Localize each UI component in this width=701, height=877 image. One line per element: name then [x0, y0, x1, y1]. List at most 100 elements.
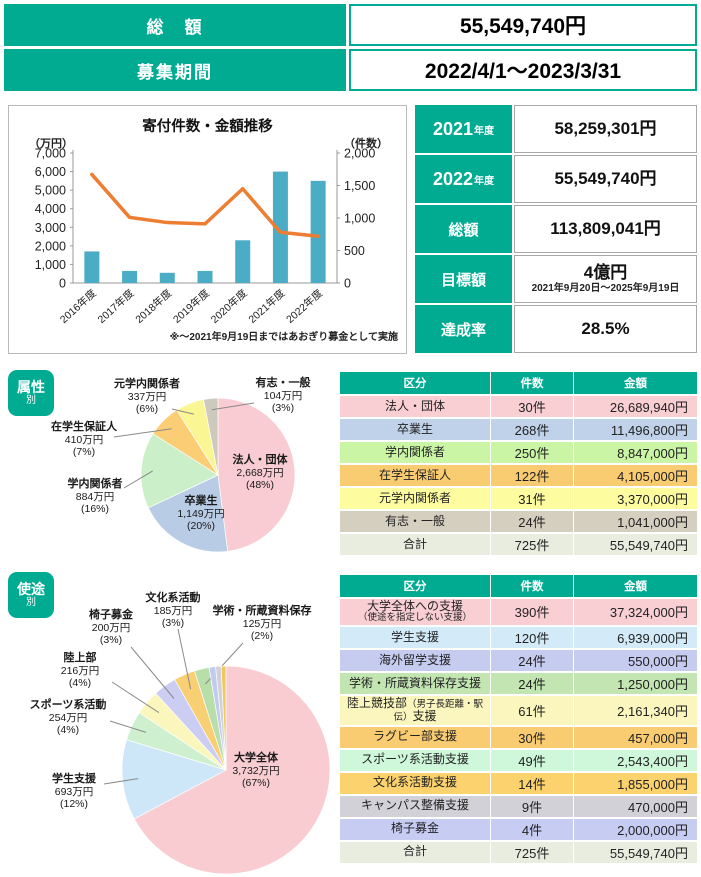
bar-2018年度 — [159, 272, 175, 283]
pie-label-陸上部: 陸上部 216万円 (4%) — [60, 652, 100, 690]
usage-section: 使途 別 大学全体 3,732万円 (67%) 学生支援 693万円 (12%) スポーツ系… — [0, 563, 338, 877]
leader-line — [113, 428, 172, 438]
table-header-cell: 区分 — [340, 372, 490, 394]
summary-row: 募集期間 2022/4/1～2023/3/31 — [4, 49, 697, 91]
pie-label-学内関係者: 学内関係者 884万円 (16%) — [67, 478, 123, 516]
pie-label-スポーツ系活動: スポーツ系活動 254万円 (4%) — [29, 699, 107, 737]
badge-text-small: 別 — [26, 597, 36, 609]
leader-line — [177, 628, 192, 690]
summary-value: 2022/4/1～2023/3/31 — [349, 49, 697, 91]
info-row-value: 55,549,740円 — [514, 155, 697, 203]
bar-2021年度 — [272, 171, 288, 283]
pie-slice-有志・一般 — [203, 397, 219, 476]
svg-text:1,500: 1,500 — [344, 179, 375, 193]
table-row-count: 31件 — [491, 488, 573, 509]
leader-line — [103, 778, 139, 785]
usage-badge: 使途 別 — [8, 572, 54, 618]
info-row-label: 達成率 — [415, 305, 512, 353]
table-row-amount: 8,847,000円 — [574, 442, 697, 463]
table-row-count: 30件 — [491, 726, 573, 748]
info-row-value: 58,259,301円 — [514, 105, 697, 153]
svg-text:4,000: 4,000 — [35, 202, 66, 216]
leader-line — [130, 646, 175, 699]
table-row-amount: 11,496,800円 — [574, 419, 697, 440]
table-row-count: 120件 — [491, 626, 573, 648]
info-row-value: 113,809,041円 — [514, 205, 697, 253]
svg-text:3,000: 3,000 — [35, 221, 66, 235]
pie-label-有志・一般: 有志・一般 104万円 (3%) — [255, 377, 311, 415]
table-header-cell: 区分 — [340, 575, 490, 597]
svg-text:2,000: 2,000 — [35, 239, 66, 253]
svg-text:2019年度: 2019年度 — [170, 286, 212, 326]
table-row-count: 122件 — [491, 465, 573, 486]
svg-text:寄付件数・金額推移: 寄付件数・金額推移 — [142, 117, 273, 135]
pie-label-法人・団体: 法人・団体 2,668万円 (48%) — [232, 454, 288, 492]
table-row-amount: 2,000,000円 — [574, 818, 697, 840]
info-row-label: 目標額 — [415, 255, 512, 303]
attribute-pie-chart — [113, 397, 296, 553]
badge-text: 属性 — [17, 378, 45, 395]
table-row-name: ラグビー部支援 — [340, 726, 490, 748]
bar-2020年度 — [235, 240, 251, 283]
table-row-amount: 3,370,000円 — [574, 488, 697, 509]
svg-text:（件数）: （件数） — [344, 136, 388, 150]
pie-slice-学内関係者 — [140, 433, 219, 509]
table-row-name: 法人・団体 — [340, 396, 490, 417]
bar-2017年度 — [122, 270, 138, 283]
svg-text:2,000: 2,000 — [344, 147, 375, 161]
svg-text:2018年度: 2018年度 — [133, 286, 175, 326]
pie-label-文化系活動: 文化系活動 185万円 (3%) — [145, 592, 201, 630]
info-row-label: 2021 年度 — [415, 105, 512, 153]
attribute-table: 区分 件数 金額 法人・団体 30件 26,689,940円 卒業生 268件 11,496,8… — [340, 372, 697, 555]
table-row-name: スポーツ系活動支援 — [340, 749, 490, 771]
usage-table: 区分 件数 金額 大学全体への支援 （使途を指定しない支援） 390件 37,324,000… — [340, 575, 697, 863]
combo-chart-canvas: 寄付件数・金額推移 （万円） （件数） 0 1,000 2,000 3,000 4,000 5,… — [29, 117, 398, 343]
badge-text-small: 別 — [26, 395, 36, 407]
table-header-cell: 件数 — [491, 575, 573, 597]
svg-text:2022年度: 2022年度 — [283, 286, 325, 326]
table-row-name: 卒業生 — [340, 419, 490, 440]
table-row-name: 合計 — [340, 534, 490, 555]
attribute-section: 属性 別 法人・団体 2,668万円 (48%) 卒業生 1,149万円 (20%) 学内関… — [0, 363, 338, 561]
leader-line — [211, 402, 255, 411]
svg-text:2016年度: 2016年度 — [57, 286, 99, 326]
pie-label-学生支援: 学生支援 693万円 (12%) — [52, 773, 96, 811]
table-row-name: 合計 — [340, 841, 490, 863]
table-row-count: 4件 — [491, 818, 573, 840]
bar-2016年度 — [84, 251, 100, 283]
pie-slice-法人・団体 — [217, 397, 296, 552]
table-row-amount: 37,324,000円 — [574, 599, 697, 625]
svg-text:（万円）: （万円） — [29, 137, 73, 150]
info-row-label: 総額 — [415, 205, 512, 253]
pie-slice-大学全体 — [133, 665, 331, 875]
table-row-name: 学生支援 — [340, 626, 490, 648]
table-row-amount: 470,000円 — [574, 795, 697, 817]
attribute-badge: 属性 別 — [8, 370, 54, 416]
table-row-count: 725件 — [491, 841, 573, 863]
table-row-amount: 2,543,400円 — [574, 749, 697, 771]
table-row-count: 390件 — [491, 599, 573, 625]
table-row-count: 14件 — [491, 772, 573, 794]
pie-label-学術・所蔵資料保存: 学術・所蔵資料保存 125万円 (2%) — [212, 605, 312, 643]
table-row-amount: 26,689,940円 — [574, 396, 697, 417]
table-row-name: 椅子募金 — [340, 818, 490, 840]
table-row-name: 文化系活動支援 — [340, 772, 490, 794]
badge-text: 使途 — [17, 580, 45, 597]
summary-row: 総 額 55,549,740円 — [4, 4, 697, 46]
table-row-count: 49件 — [491, 749, 573, 771]
table-row-count: 24件 — [491, 511, 573, 532]
table-row-amount: 6,939,000円 — [574, 626, 697, 648]
leader-line — [111, 681, 160, 714]
table-row-count: 61件 — [491, 695, 573, 725]
pie-slice-学生支援 — [121, 739, 227, 820]
table-row-count: 725件 — [491, 534, 573, 555]
table-row-name: 有志・一般 — [340, 511, 490, 532]
table-row-count: 24件 — [491, 649, 573, 671]
table-row-amount: 1,041,000円 — [574, 511, 697, 532]
table-row-name: 在学生保証人 — [340, 465, 490, 486]
leader-line — [109, 720, 147, 733]
table-row-name: 元学内関係者 — [340, 488, 490, 509]
svg-text:0: 0 — [59, 277, 66, 291]
table-row-count: 30件 — [491, 396, 573, 417]
